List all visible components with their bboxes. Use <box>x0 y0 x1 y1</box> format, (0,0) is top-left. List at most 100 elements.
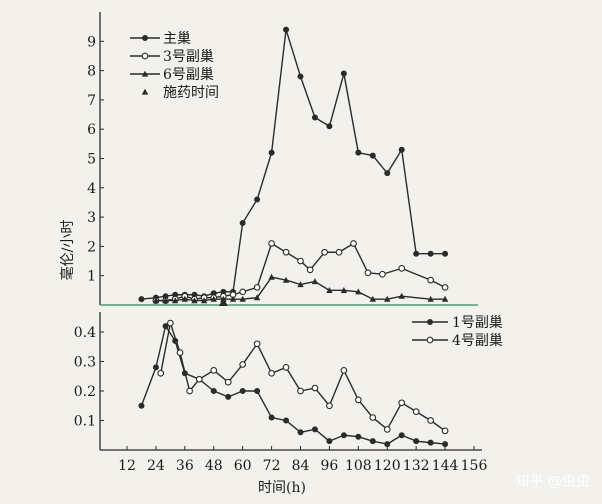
top-series-0-point-10 <box>239 219 246 226</box>
top-panel: 1 2 3 4 5 6 7 8 9 <box>87 12 478 306</box>
top-series-2-point-14 <box>311 278 319 285</box>
top-series-1-point-13 <box>297 257 304 265</box>
bottom-series-1-point-4 <box>195 375 203 383</box>
bottom-series-1-point-17 <box>383 426 391 433</box>
bottom-series-0-point-20 <box>413 438 420 445</box>
legend-top-1-label: 3号副巢 <box>163 49 214 65</box>
x-tick-label-8: 108 <box>345 458 372 474</box>
top-series-1-point-21 <box>427 276 434 284</box>
bottom-y-tick-label-2: 0.3 <box>74 355 96 371</box>
x-tick-label-6: 84 <box>292 458 310 474</box>
top-series-2-point-22 <box>441 295 449 302</box>
top-series-2-point-11 <box>268 273 275 280</box>
top-series-0-point-18 <box>355 149 362 156</box>
legend-top-3-marker <box>141 88 149 95</box>
bottom-series-0-point-13 <box>311 426 318 433</box>
top-series-2-point-4 <box>191 297 198 304</box>
x-tick-label-4: 60 <box>234 458 252 474</box>
bottom-series-0-point-8 <box>239 387 246 394</box>
bottom-series-1-point-11 <box>297 387 304 395</box>
bottom-series-1-point-19 <box>412 408 420 416</box>
legend-bottom-1-marker <box>426 336 434 344</box>
legend-top-3-label: 施药时间 <box>163 85 219 101</box>
bottom-series-1-point-1 <box>167 319 174 327</box>
top-series-2-point-15 <box>326 286 333 293</box>
top-series-0-point-19 <box>369 152 376 159</box>
bottom-series-0-line <box>140 325 446 445</box>
x-tick-label-2: 36 <box>176 458 194 474</box>
top-series-1-point-14 <box>306 266 314 274</box>
top-series-2-point-20 <box>398 292 405 299</box>
top-series-2-point-1 <box>162 297 169 304</box>
top-series-2-point-12 <box>282 276 290 283</box>
top-series-0-point-17 <box>340 70 347 77</box>
top-series-0-point-23 <box>427 250 434 257</box>
bottom-series-0-point-22 <box>442 441 449 448</box>
top-series-0-point-15 <box>311 114 318 121</box>
top-series-2-point-18 <box>369 295 376 302</box>
bottom-panel: 0.1 0.2 0.3 0.4 12 24 36 48 60 72 84 96 108 120 132 144… <box>74 312 488 474</box>
top-series-1-point-20 <box>398 265 406 272</box>
x-tick-label-9: 120 <box>374 458 401 474</box>
top-series-2-point-6 <box>210 295 217 302</box>
top-y-tick-label-1: 2 <box>87 239 96 255</box>
x-tick-label-12: 156 <box>461 458 488 474</box>
top-y-tick-label-8: 9 <box>87 34 96 50</box>
top-series-2-point-8 <box>229 295 237 302</box>
bottom-series-1-point-12 <box>311 384 319 392</box>
top-series-0-point-0 <box>138 296 145 303</box>
bottom-series-1-point-7 <box>239 361 247 368</box>
top-series-0-point-11 <box>254 196 261 203</box>
top-series-1-point-19 <box>379 270 386 278</box>
top-series-1-point-16 <box>335 248 343 256</box>
legend-top-2-label: 6号副巢 <box>163 67 214 83</box>
watermark: 知乎 @虫虫 <box>516 473 590 490</box>
top-y-tick-label-0: 1 <box>87 269 96 285</box>
legend-bottom-0-marker <box>426 318 433 325</box>
top-series-1-point-12 <box>282 248 290 256</box>
bottom-y-tick-label-1: 0.2 <box>74 384 96 400</box>
legend-top-0-marker <box>141 35 148 42</box>
top-series-0-point-20 <box>384 170 391 177</box>
bottom-series-0-point-14 <box>326 438 333 445</box>
x-tick-label-10: 132 <box>403 458 430 474</box>
bottom-series-1-point-9 <box>268 369 275 377</box>
bottom-series-1-point-16 <box>369 414 377 421</box>
top-series-2-point-0 <box>152 297 160 304</box>
bottom-series-1-point-8 <box>253 340 261 348</box>
top-y-tick-label-5: 6 <box>87 122 96 138</box>
bottom-series-0-point-9 <box>254 387 261 394</box>
top-series-0-point-24 <box>442 250 449 257</box>
bottom-series-0-point-2 <box>162 323 169 330</box>
bottom-y-tick-label-0: 0.1 <box>74 414 96 430</box>
bottom-series-0-point-6 <box>210 387 217 394</box>
bottom-series-1-point-0 <box>157 369 165 377</box>
x-tick-label-7: 96 <box>321 458 339 474</box>
top-series-2-point-10 <box>253 294 261 301</box>
x-tick-label-3: 48 <box>205 458 223 474</box>
bottom-series-0-point-12 <box>297 429 304 436</box>
top-series-2-point-19 <box>384 295 391 302</box>
x-tick-label-1: 24 <box>147 458 165 474</box>
bottom-series-1-point-18 <box>398 399 406 407</box>
bottom-series-1-point-14 <box>340 367 348 374</box>
top-series-1-line <box>155 242 446 302</box>
top-series-0-point-14 <box>297 73 304 80</box>
top-series-0-point-21 <box>398 146 405 153</box>
bottom-series-1-point-21 <box>441 427 449 435</box>
top-series-1-point-10 <box>253 284 261 291</box>
legend-top-0-label: 主巢 <box>163 31 191 47</box>
bottom-series-1-point-20 <box>427 417 434 424</box>
bottom-series-0-point-21 <box>427 439 434 446</box>
top-series-2-point-16 <box>340 286 348 293</box>
top-y-tick-label-2: 3 <box>87 210 96 226</box>
bottom-series-0-point-1 <box>152 364 159 371</box>
top-series-2-point-21 <box>427 295 434 302</box>
bottom-series-0-point-17 <box>369 438 376 445</box>
top-series-2-point-13 <box>297 281 304 288</box>
top-series-2-point-5 <box>200 297 208 304</box>
top-series-1-point-9 <box>239 288 247 296</box>
bottom-series-1-point-10 <box>282 364 290 371</box>
